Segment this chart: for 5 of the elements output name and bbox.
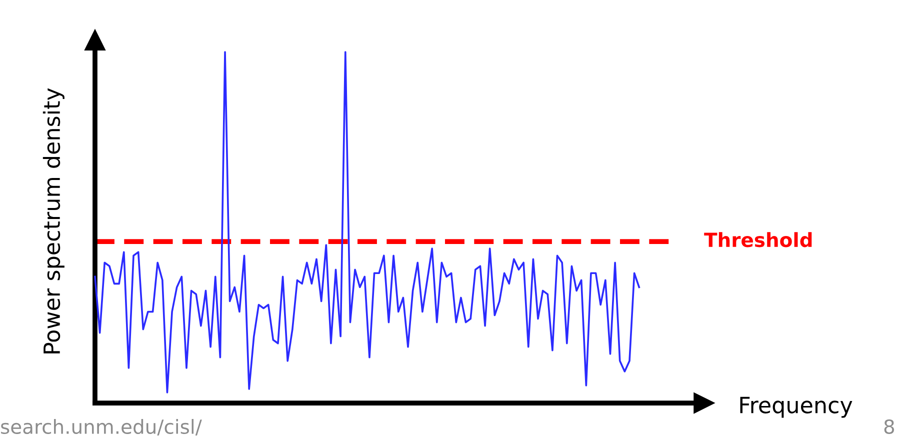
x-axis-title: Frequency	[740, 396, 852, 418]
y-axis-title: Power spectrum density	[42, 88, 64, 354]
text: search.unm.edu/cisl/	[1, 418, 202, 436]
ref-line-label: Threshold	[704, 232, 812, 248]
text: 8	[884, 419, 894, 434]
